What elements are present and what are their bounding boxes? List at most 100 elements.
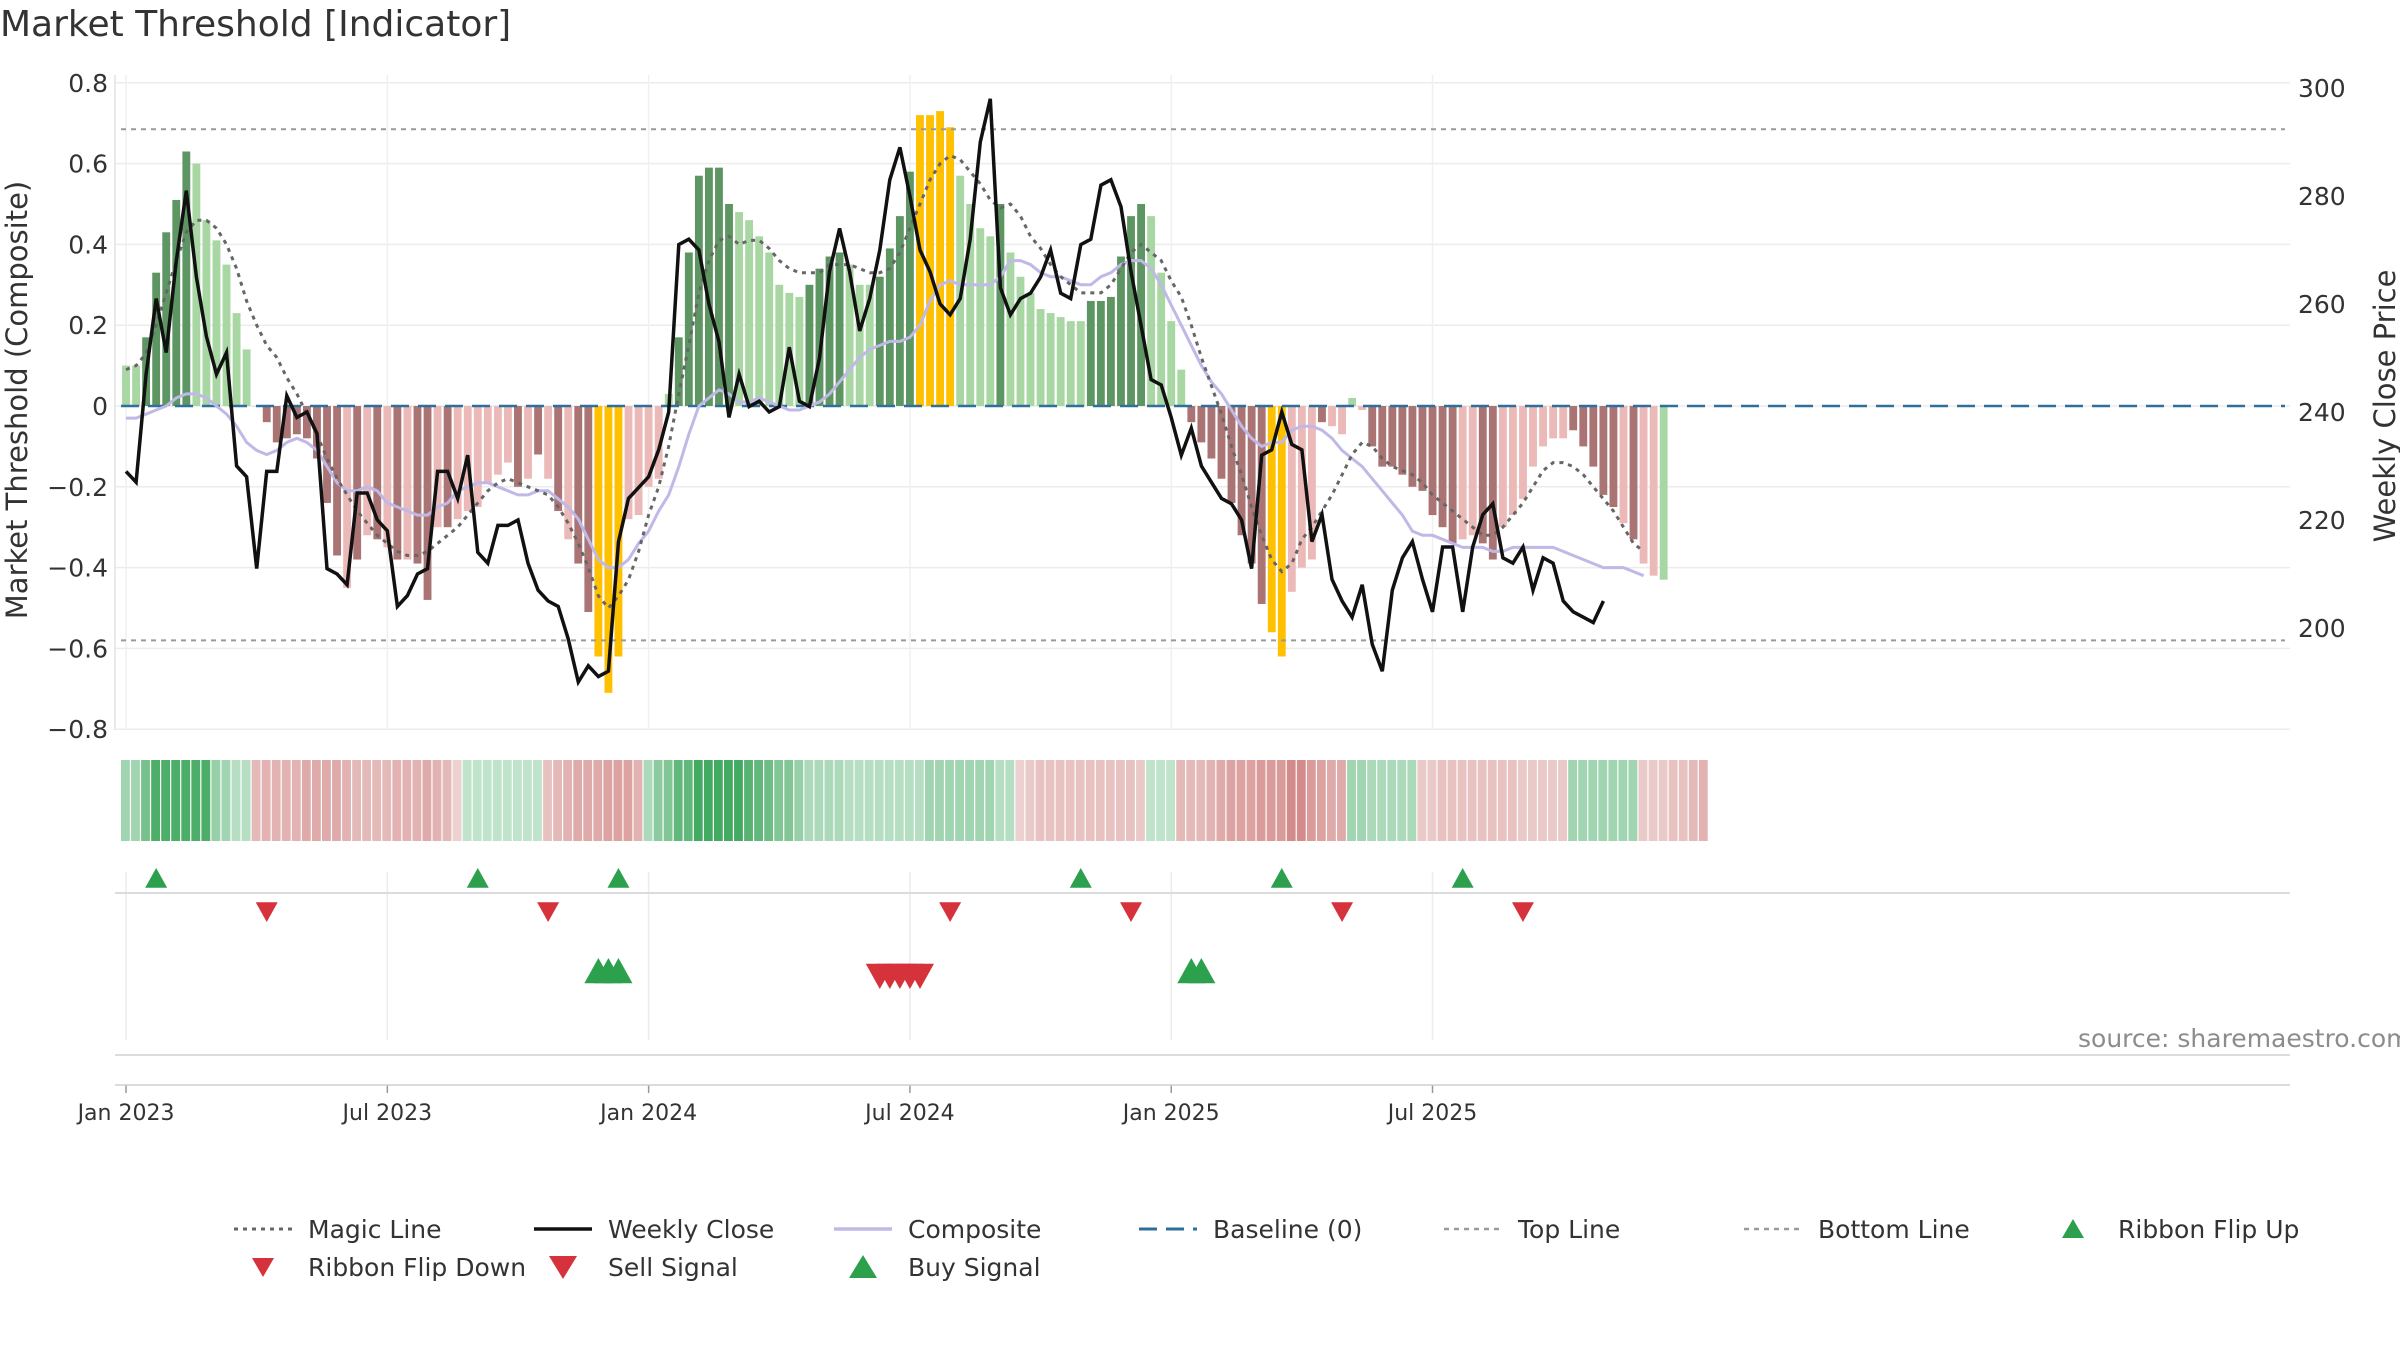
composite-bar [282, 406, 291, 439]
ribbon-cell [824, 760, 834, 841]
composite-bar [574, 406, 583, 564]
ribbon-cell [1487, 760, 1497, 841]
composite-bar [1117, 256, 1125, 406]
ribbon-flip-down-marker [255, 902, 278, 922]
ribbon-cell [955, 760, 964, 841]
composite-bar [1649, 406, 1658, 576]
y-tick-label: −0.4 [47, 554, 108, 583]
weekly-close-line [124, 98, 1605, 687]
ribbon-cell [432, 760, 442, 841]
composite-bar [1438, 406, 1447, 528]
legend-swatch [1139, 1227, 1197, 1231]
legend-label: Ribbon Flip Down [308, 1252, 527, 1282]
ribbon-cell [482, 760, 492, 841]
ribbon-cell [502, 760, 512, 841]
ribbon-cell [1347, 760, 1356, 841]
ribbon-cell [1558, 760, 1567, 841]
legend: Magic Line Weekly Close Composite Baseline … [230, 1210, 2370, 1300]
legend-label: Ribbon Flip Up [2118, 1214, 2300, 1244]
y-tick-label: 0.2 [68, 311, 108, 340]
composite-bar [292, 406, 301, 435]
composite-bar [855, 284, 864, 406]
ribbon-cell [935, 760, 944, 841]
ribbon-cell [201, 760, 211, 841]
composite-bar [1187, 406, 1196, 423]
ribbon-cell [1015, 760, 1025, 841]
ribbon-cell [1005, 760, 1015, 841]
ribbon-cell [1105, 760, 1115, 841]
legend-label: Composite [908, 1214, 1042, 1244]
ribbon-cell [1447, 760, 1457, 841]
composite-bar [1378, 406, 1387, 467]
ribbon-cell [181, 760, 191, 841]
ribbon-cell [1638, 760, 1648, 841]
composite-bar [272, 406, 281, 443]
ribbon-cell [1216, 760, 1226, 841]
ribbon-flip-down-marker [1331, 902, 1354, 922]
legend-item: Buy Signal [830, 1248, 1041, 1286]
composite-bar [1066, 321, 1075, 406]
magic-line [125, 153, 1645, 611]
composite-bar [373, 406, 382, 540]
chart-title: Market Threshold [Indicator] [0, 4, 512, 45]
legend-swatch [2062, 1219, 2084, 1238]
composite-bar [1107, 296, 1115, 406]
legend-label: Magic Line [308, 1214, 442, 1244]
ribbon-cell [1045, 760, 1055, 841]
ribbon-cell [523, 760, 532, 841]
composite-bar [1428, 406, 1437, 516]
composite-bar [624, 406, 633, 520]
ribbon-cell [1618, 760, 1628, 841]
ribbon-strip [121, 760, 1708, 841]
ribbon-cell [1065, 760, 1075, 841]
ribbon-cell [191, 760, 201, 841]
legend-item: Ribbon Flip Down [230, 1248, 526, 1286]
composite-bar [795, 296, 804, 406]
ribbon-cell [1688, 760, 1698, 841]
y-tick-label: 0.6 [68, 150, 108, 179]
composite-bar [755, 236, 764, 406]
composite-bar [1549, 406, 1558, 439]
ribbon-cell [1337, 760, 1346, 841]
legend-swatch-mark [849, 1255, 877, 1278]
composite-bar [976, 228, 985, 406]
legend-item: Ribbon Flip Up [2040, 1210, 2299, 1248]
composite-bar [1408, 406, 1417, 487]
composite-bar [705, 167, 713, 406]
composite-bar [1488, 406, 1497, 560]
ribbon-cell [301, 760, 311, 841]
gridlines [115, 75, 2290, 1040]
ribbon-cell [794, 760, 804, 841]
composite-bar [493, 406, 502, 475]
composite-bar [1509, 406, 1517, 516]
composite-bar [1529, 406, 1537, 467]
legend-item: Composite [830, 1210, 1041, 1248]
composite-bar [1318, 406, 1326, 423]
y2-tick-label: 220 [2298, 506, 2346, 535]
ribbon-cell [583, 760, 593, 841]
ribbon-cell [442, 760, 452, 841]
composite-bar [534, 406, 542, 455]
x-tick-label: Jan 2023 [76, 1101, 175, 1126]
composite-bar [644, 406, 653, 487]
x-tick-label: Jan 2024 [598, 1101, 697, 1126]
composite-bar [1398, 406, 1407, 475]
legend-swatch [252, 1258, 274, 1277]
ribbon-flip-down-marker [1511, 902, 1534, 922]
composite-bar [1368, 406, 1377, 447]
composite-bar [875, 276, 884, 406]
composite-bar [1016, 276, 1025, 406]
ribbon-flip-up-marker [607, 868, 630, 888]
sell-signal-marker [905, 963, 934, 989]
composite-bar [684, 252, 693, 406]
composite-bar [1579, 406, 1588, 447]
ribbon-cell [945, 760, 954, 841]
legend-item: Baseline (0) [1135, 1210, 1362, 1248]
ribbon-cell [553, 760, 562, 841]
ribbon-cell [784, 760, 794, 841]
composite-bar [936, 111, 944, 406]
ribbon-cell [643, 760, 653, 841]
ribbon-cell [563, 760, 573, 841]
y-tick-label: −0.8 [47, 715, 108, 744]
composite-bar [1358, 406, 1367, 411]
